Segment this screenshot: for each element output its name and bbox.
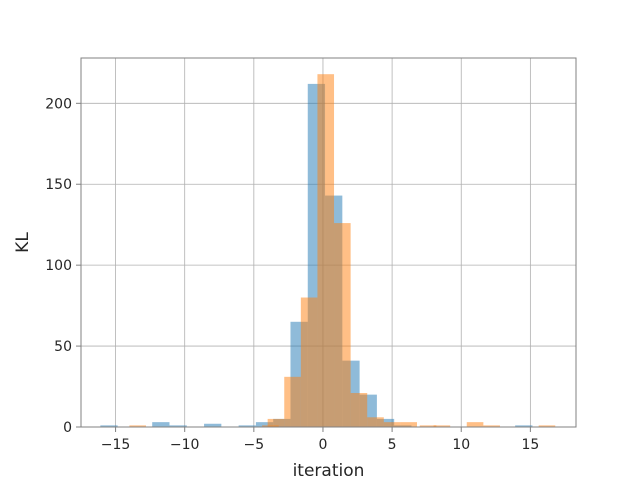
histogram-bar-series-2 (483, 425, 500, 427)
x-tick-label: 10 (452, 437, 470, 453)
histogram-bar-series-2 (300, 297, 318, 427)
y-tick-label: 50 (54, 339, 72, 355)
x-tick-label: −10 (170, 437, 200, 453)
y-tick-label: 0 (63, 420, 72, 436)
histogram-bar-series-2 (267, 418, 285, 427)
x-axis-label: iteration (293, 461, 365, 480)
histogram-bar-series-2 (284, 376, 301, 427)
histogram-bar-series-1 (152, 422, 170, 427)
histogram-bar-series-2 (433, 425, 451, 427)
histogram-bars (100, 74, 556, 428)
histogram-bar-series-1 (100, 425, 118, 427)
y-tick-label: 100 (45, 258, 72, 274)
x-tick-label: 15 (521, 437, 539, 453)
histogram-bar-series-1 (238, 425, 256, 427)
histogram-bar-series-2 (400, 422, 417, 427)
histogram-bar-series-2 (317, 74, 335, 428)
histogram-bar-series-2 (350, 393, 368, 427)
histogram-bar-series-2 (334, 223, 351, 427)
plot-border (80, 57, 577, 428)
histogram-bar-series-2 (538, 425, 556, 427)
x-tick-label: −15 (101, 437, 131, 453)
x-tick-label: 0 (319, 437, 328, 453)
histogram-bar-series-2 (129, 425, 146, 427)
histogram-bar-series-2 (419, 425, 437, 427)
x-tick-label: 5 (388, 437, 397, 453)
histogram-bar-series-2 (466, 422, 484, 427)
histogram-bar-series-1 (169, 425, 187, 427)
histogram-bar-series-1 (204, 423, 222, 427)
x-tick-label: −5 (244, 437, 265, 453)
plot-frame (80, 57, 577, 428)
histogram-bar-series-2 (367, 417, 384, 427)
y-tick-label: 200 (45, 96, 72, 112)
histogram-bar-series-1 (515, 425, 533, 427)
histogram-bar-series-1 (255, 422, 274, 427)
y-tick-label: 150 (45, 177, 72, 193)
histogram-bar-series-2 (383, 422, 401, 427)
y-axis-label: KL (13, 232, 33, 253)
